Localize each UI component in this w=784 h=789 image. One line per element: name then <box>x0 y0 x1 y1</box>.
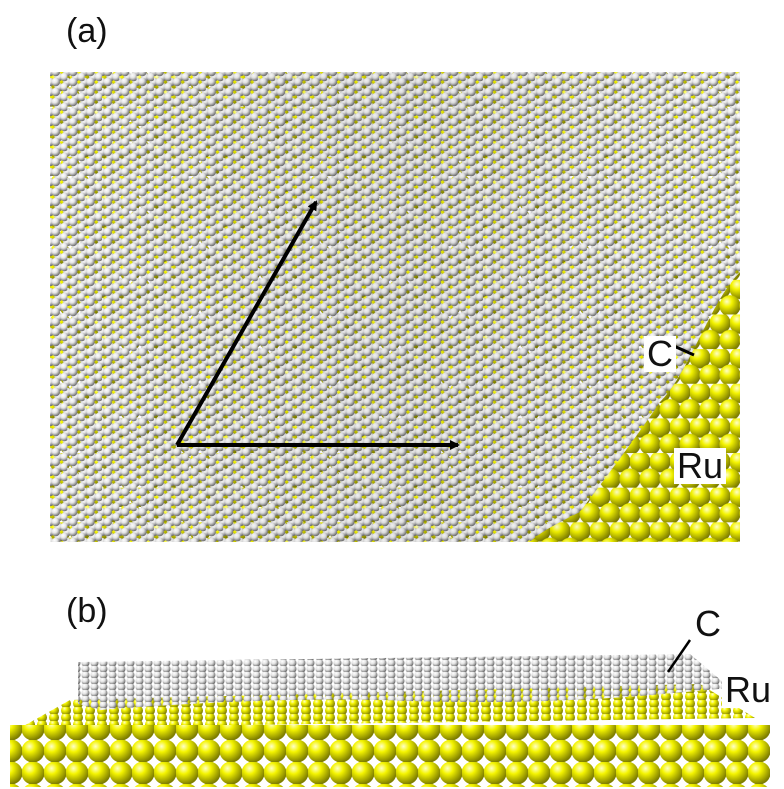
graphene-on-ru-side-view <box>10 639 770 787</box>
ru-slab-side <box>10 725 770 787</box>
panel-a-label: (a) <box>66 12 108 50</box>
lattice-vector-arrow-1 <box>175 200 318 446</box>
graphene-sheet-side <box>78 654 730 710</box>
moire-shading <box>50 72 740 542</box>
ruthenium-label-a: Ru <box>674 448 727 484</box>
carbon-pointer-line-b <box>666 639 692 673</box>
ruthenium-label-b: Ru <box>722 672 775 708</box>
graphene-on-ru-top-view <box>50 72 740 542</box>
panel-b-label: (b) <box>66 592 108 630</box>
carbon-label-a: C <box>644 336 676 372</box>
carbon-label-b: C <box>692 606 724 642</box>
